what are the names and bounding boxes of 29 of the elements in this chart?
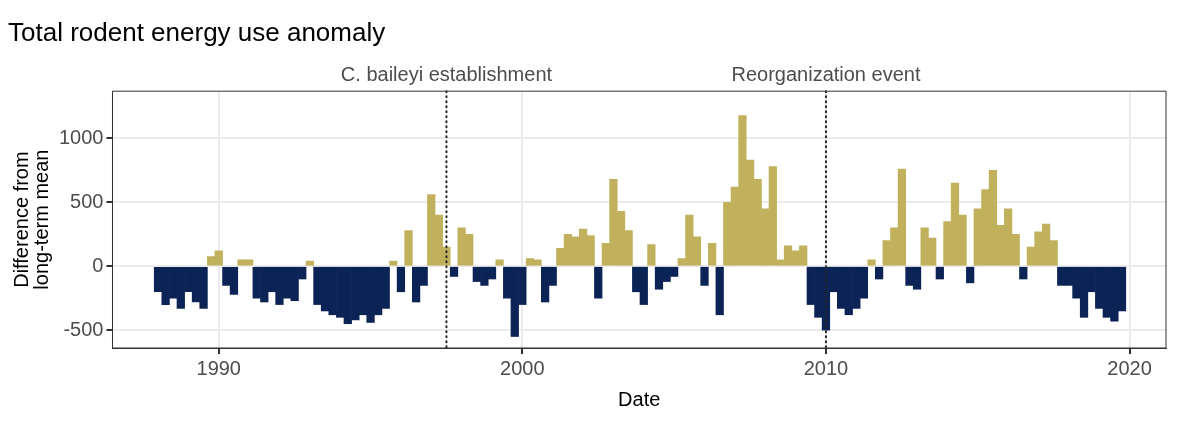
bar [449,266,459,277]
bar [495,259,504,266]
y-tick-label: 0 [92,253,104,276]
bar [867,259,876,266]
x-tick-label: 1990 [196,356,241,379]
y-axis-title: Difference from long-term mean [9,149,52,290]
x-tick-label: 2020 [1107,356,1152,379]
ref-line-label: Reorganization event [731,62,921,85]
bar [404,230,413,266]
y-tick-label: -500 [63,317,104,340]
bar [707,242,717,266]
bar [305,260,314,266]
bar [700,266,709,286]
bar [396,266,406,293]
bar [389,260,398,266]
bar [935,266,944,280]
bar [647,244,656,266]
chart-title: Total rodent energy use anomaly [8,16,386,47]
bar [966,266,975,284]
y-tick-label: 500 [70,189,104,212]
bar [874,266,884,280]
x-tick-label: 2000 [500,356,545,379]
bar [715,266,724,316]
bar [594,266,603,299]
x-tick-label: 2010 [803,356,849,379]
x-axis-title: Date [618,387,661,410]
y-tick-label: 1000 [58,125,104,148]
ref-line-label: C. baileyi establishment [340,62,553,85]
bar [1019,266,1028,280]
